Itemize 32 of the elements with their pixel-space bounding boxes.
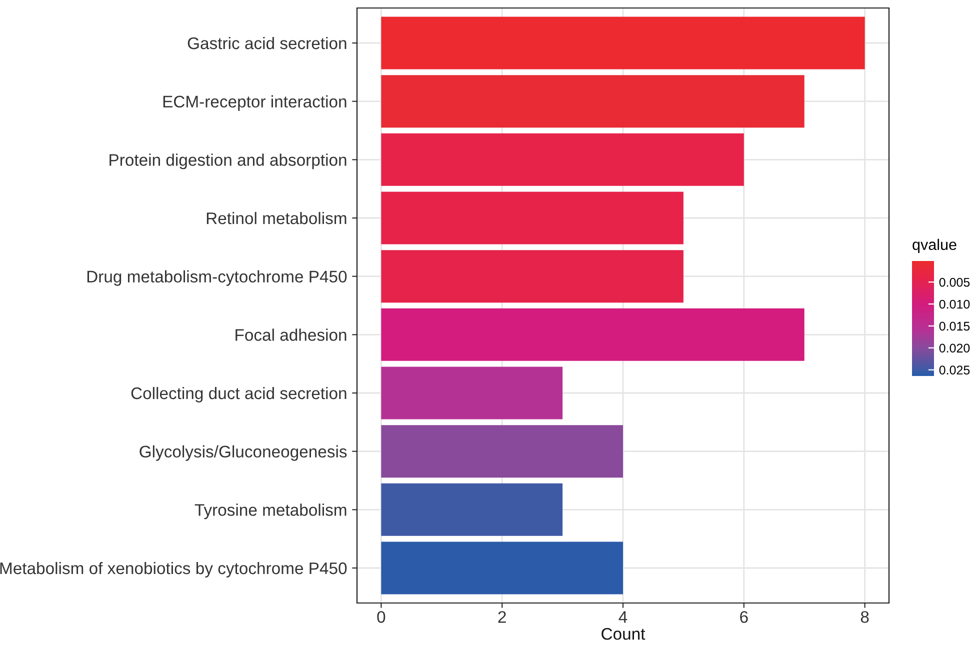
y-tick-label: Gastric acid secretion [188, 36, 346, 50]
y-tick-label: Collecting duct acid secretion [131, 386, 346, 402]
color-bar-label: 0.005 [939, 278, 970, 287]
x-tick-label: 2 [498, 611, 506, 623]
y-tick-label: Protein digestion and absorption [110, 154, 346, 170]
bar [381, 542, 623, 594]
y-tick-label: Focal adhesion [236, 328, 346, 341]
y-tick-label: Metabolism of xenobiotics by cytochrome P450 [0, 562, 347, 578]
color-bar-label: 0.010 [939, 300, 970, 309]
bar [381, 250, 684, 303]
y-tick-label: ECM-receptor interaction [163, 95, 346, 111]
x-tick-label: 0 [377, 611, 386, 623]
y-tick-label: Drug metabolism-cytochrome P450 [87, 270, 347, 286]
bar [381, 308, 804, 361]
bar [381, 483, 563, 536]
x-axis-title: Count [602, 628, 646, 640]
color-bar-label: 0.015 [939, 322, 970, 331]
bar [381, 16, 865, 70]
bar [381, 75, 804, 128]
color-bar-label: 0.020 [939, 344, 970, 353]
y-tick-label: Retinol metabolism [206, 212, 346, 224]
x-tick-label: 6 [740, 611, 748, 623]
bar [381, 133, 744, 186]
y-tick-label: Tyrosine metabolism [194, 504, 346, 520]
x-tick-label: 8 [860, 611, 869, 623]
bar [381, 192, 684, 244]
x-tick-label: 4 [618, 611, 628, 623]
color-bar-title: qvalue [912, 238, 956, 254]
bar [381, 425, 623, 478]
bar [381, 366, 563, 420]
y-tick-label: Glycolysis/Gluconeogenesis [140, 445, 347, 461]
color-bar-label: 0.025 [939, 366, 970, 375]
